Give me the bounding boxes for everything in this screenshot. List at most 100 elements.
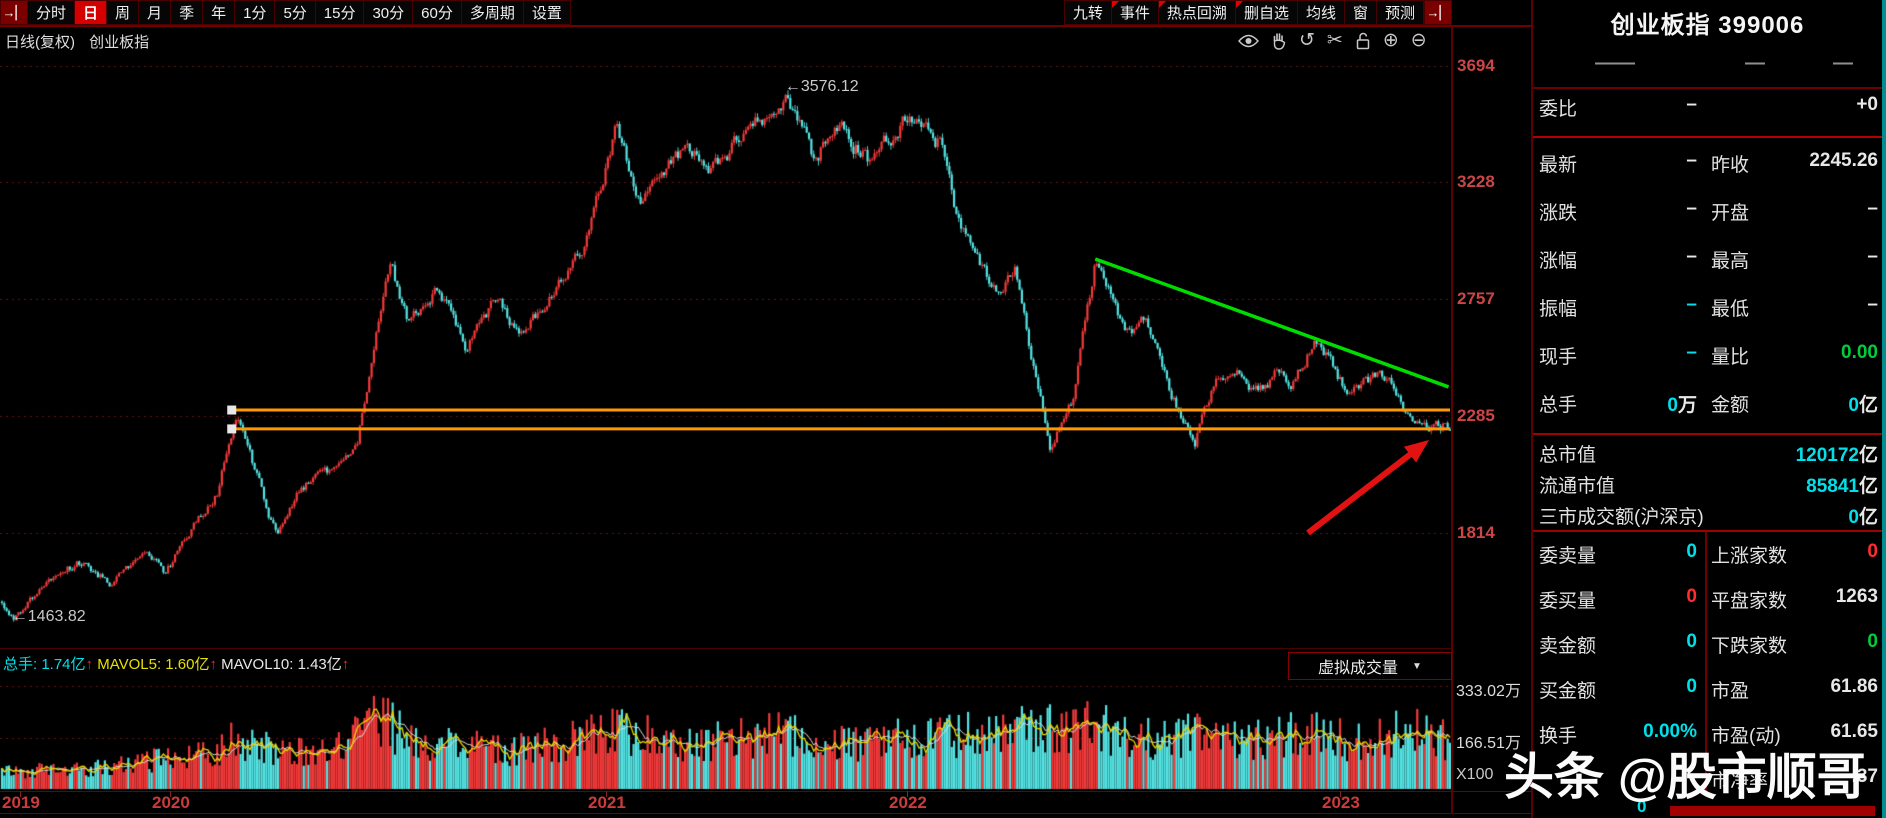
weibi-label: 委比 xyxy=(1539,99,1578,120)
period-button-5分[interactable]: 5分 xyxy=(274,0,316,25)
quote-value: 0亿 xyxy=(1848,395,1878,416)
quote-value: – xyxy=(1686,342,1697,363)
date-axis-tick xyxy=(907,791,909,797)
scissors-icon[interactable]: ✂ xyxy=(1326,30,1343,51)
volume-axis-tick: 333.02万 xyxy=(1456,683,1521,700)
period-button-1分[interactable]: 1分 xyxy=(234,0,276,25)
value-unit: 亿 xyxy=(1858,507,1878,528)
volume-indicator-selector[interactable]: 虚拟成交量 ▼ xyxy=(1288,652,1452,680)
panel-separator xyxy=(1533,87,1882,89)
quote-label: 涨幅 xyxy=(1539,251,1578,272)
period-toolbar: →▏ 分时日周月季年 1分 5分 15分 30分 60分 多周期 设置 xyxy=(0,0,571,25)
period-button-15分[interactable]: 15分 xyxy=(314,0,365,25)
quote-label: 总手 xyxy=(1539,395,1578,416)
symbol-label: 创业板指 xyxy=(89,34,150,51)
placeholder-dash: —— xyxy=(1595,52,1635,74)
quote-label: 最高 xyxy=(1711,251,1750,272)
quote-label: 现手 xyxy=(1539,347,1578,368)
lock-icon[interactable] xyxy=(1355,32,1371,50)
period-button-月[interactable]: 月 xyxy=(138,0,172,25)
high-price-label: ←3576.12 xyxy=(784,78,859,96)
up-arrow-icon: ↑ xyxy=(85,656,98,673)
stat-value: 0 xyxy=(1867,631,1878,652)
zoom-out-icon[interactable]: ⊖ xyxy=(1410,30,1427,51)
stat-row: 委卖量 0 上涨家数 0 xyxy=(1533,541,1882,567)
volume-axis-tick: 166.51万 xyxy=(1456,734,1521,752)
stat-row: 买金额 0 市盈 61.86 xyxy=(1533,676,1882,702)
value-unit: 亿 xyxy=(1858,476,1878,497)
date-axis-label: 2022 xyxy=(889,793,927,812)
value-unit: 亿 xyxy=(1858,445,1878,466)
volume-legend-item: 总手: 1.74亿 xyxy=(3,656,86,673)
weicha-value: +0 xyxy=(1856,94,1878,115)
period-button-年[interactable]: 年 xyxy=(202,0,236,25)
quote-label: 量比 xyxy=(1711,347,1750,368)
price-axis-tick: 2757 xyxy=(1457,288,1495,308)
tool-button-预测[interactable]: 预测 xyxy=(1375,0,1424,25)
bid-ask-bar-value: 0 xyxy=(1637,797,1647,816)
tool-button-删自选[interactable]: 删自选 xyxy=(1234,0,1298,25)
date-axis-tick xyxy=(170,791,171,797)
stat-value: .37 xyxy=(1851,766,1878,787)
marketcap-value: 120172亿 xyxy=(1795,445,1878,466)
chart-subheader: 日线(复权) 创业板指 xyxy=(5,31,159,52)
volume-legend-item: MAVOL5: 1.60亿 xyxy=(97,656,210,673)
volume-selector-label: 虚拟成交量 xyxy=(1318,660,1399,677)
stat-value: 0.00% xyxy=(1643,721,1697,742)
marketcap-value: 0亿 xyxy=(1848,507,1878,528)
quote-value: – xyxy=(1686,198,1697,219)
stat-label: 买金额 xyxy=(1539,681,1597,702)
volume-scale-label: X100 xyxy=(1456,766,1494,783)
low-price-label: ←1463.82 xyxy=(11,607,86,625)
quote-row: 振幅 – 最低 – xyxy=(1533,294,1882,320)
collapse-left-icon[interactable]: →▏ xyxy=(0,0,28,25)
period-button-多周期[interactable]: 多周期 xyxy=(460,0,524,25)
stat-label: 委卖量 xyxy=(1539,546,1597,567)
hand-icon[interactable] xyxy=(1271,32,1287,50)
candlestick-chart[interactable] xyxy=(0,0,1453,818)
period-button-分时[interactable]: 分时 xyxy=(27,0,76,25)
chart-right-border xyxy=(1451,27,1453,814)
eye-icon[interactable] xyxy=(1238,34,1259,48)
placeholder-dash: — xyxy=(1833,52,1853,74)
stat-label: 委买量 xyxy=(1539,591,1597,612)
panel-separator xyxy=(1533,433,1882,435)
date-axis-top-border xyxy=(0,791,1533,792)
date-axis-tick xyxy=(606,791,607,797)
quote-label: 金额 xyxy=(1711,395,1750,416)
tool-button-窗[interactable]: 窗 xyxy=(1343,0,1377,25)
tool-button-九转[interactable]: 九转 xyxy=(1063,0,1112,25)
date-axis-label: 2023 xyxy=(1321,793,1360,812)
up-arrow-icon: ↑ xyxy=(209,656,222,673)
period-button-周[interactable]: 周 xyxy=(106,0,140,25)
quote-row: 总手 0万 金额 0亿 xyxy=(1533,390,1882,416)
quote-value: – xyxy=(1867,246,1878,267)
price-axis-tick: 2285 xyxy=(1457,405,1495,425)
period-button-设置[interactable]: 设置 xyxy=(522,0,571,25)
tool-button-热点回溯[interactable]: 热点回溯 xyxy=(1157,0,1236,25)
toolbar-divider xyxy=(0,25,1533,27)
price-axis-tick: 3228 xyxy=(1457,171,1495,191)
chevron-down-icon: ▼ xyxy=(1412,660,1422,672)
stat-label: 市净率 xyxy=(1711,771,1769,792)
volume-legend-item: MAVOL10: 1.43亿 xyxy=(221,656,342,673)
period-button-60分[interactable]: 60分 xyxy=(412,0,462,25)
quote-label: 涨跌 xyxy=(1539,203,1578,224)
tool-button-均线[interactable]: 均线 xyxy=(1296,0,1345,25)
period-button-日[interactable]: 日 xyxy=(74,0,108,25)
price-axis-tick: 1814 xyxy=(1457,522,1495,542)
panel-column-divider xyxy=(1705,532,1707,795)
quote-label: 最低 xyxy=(1711,299,1750,320)
period-button-季[interactable]: 季 xyxy=(170,0,204,25)
stat-row: 市净率 .37 xyxy=(1533,766,1882,792)
zoom-in-icon[interactable]: ⊕ xyxy=(1382,30,1399,51)
undo-icon[interactable]: ↺ xyxy=(1299,30,1315,51)
quote-value: 0.00 xyxy=(1841,342,1878,363)
tool-button-事件[interactable]: 事件 xyxy=(1110,0,1159,25)
quote-row: 涨幅 – 最高 – xyxy=(1533,246,1882,272)
watermark: 头条 @股市顺哥 xyxy=(1504,749,1867,805)
quote-label: 振幅 xyxy=(1539,299,1578,320)
period-button-30分[interactable]: 30分 xyxy=(363,0,414,25)
collapse-right-icon[interactable]: →▏ xyxy=(1424,0,1452,25)
quote-row: 现手 – 量比 0.00 xyxy=(1533,342,1882,368)
